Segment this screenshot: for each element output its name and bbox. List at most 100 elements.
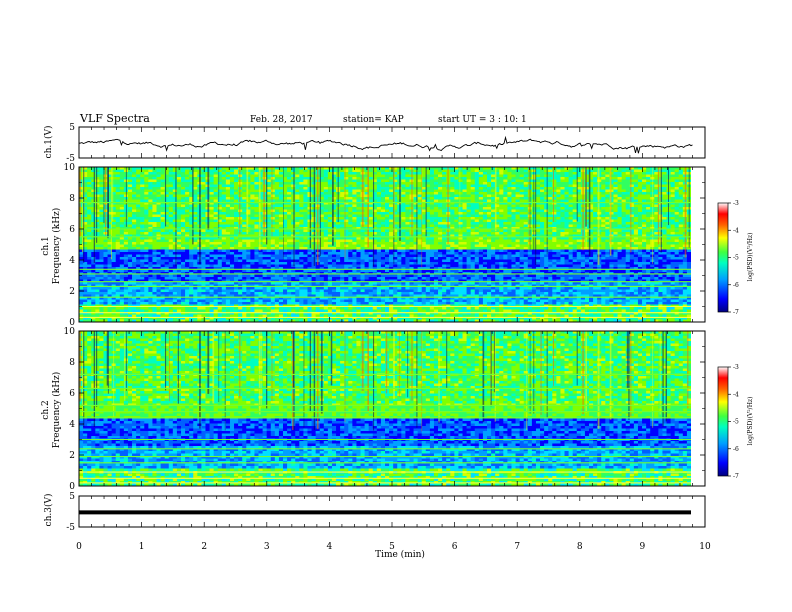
spectrogram-cell <box>487 209 492 213</box>
spectrogram-cell <box>144 209 149 213</box>
spectrogram-cell <box>393 197 398 200</box>
spectrogram-cell <box>79 244 84 248</box>
spectrogram-cell <box>458 174 463 178</box>
spectrogram-cell <box>278 204 284 208</box>
spectrogram-cell <box>466 217 472 220</box>
spectrogram-cell <box>209 222 215 225</box>
spectrogram-cell <box>637 229 643 233</box>
spectrogram-cell <box>368 194 374 198</box>
spectrogram-cell <box>544 202 549 205</box>
spectrogram-cell <box>470 184 476 188</box>
spectrogram-cell <box>258 214 263 218</box>
spectrogram-cell <box>91 219 96 223</box>
spectrogram-cell <box>491 177 496 180</box>
spectrogram-cell <box>438 214 443 218</box>
spectrogram-cell <box>119 242 125 245</box>
spectrogram-cell <box>593 232 598 235</box>
spectrogram-cell <box>523 219 529 223</box>
spectrogram-cell <box>352 212 357 215</box>
spectrogram-cell <box>450 217 455 220</box>
spectrogram-cell <box>352 234 357 238</box>
spectrogram-cell <box>234 209 239 213</box>
spectrogram-cell <box>401 189 406 193</box>
spectrogram-cell <box>278 207 284 210</box>
spectrogram-cell <box>637 179 643 183</box>
spectrogram-cell <box>352 177 357 180</box>
spectrogram-cell <box>552 237 557 240</box>
spectrogram-cell <box>360 242 365 245</box>
spectrogram-cell <box>609 174 614 178</box>
spectrogram-cell <box>552 244 557 248</box>
spectrogram-cell <box>613 184 618 188</box>
spectrogram-cell <box>385 222 390 225</box>
spectrogram-cell <box>385 184 390 188</box>
spectrogram-cell <box>295 214 300 218</box>
spectrogram-cell <box>148 219 153 223</box>
spectrogram-cell <box>564 222 569 225</box>
spectrogram-cell <box>433 202 439 205</box>
spectrogram-cell <box>433 172 439 175</box>
spectrogram-cell <box>385 209 390 213</box>
spectrogram-cell <box>425 219 431 223</box>
spectrogram-cell <box>254 234 259 238</box>
spectrogram-cell <box>303 192 308 195</box>
spectrogram-cell <box>544 199 549 203</box>
spectrogram-cell <box>413 219 419 223</box>
spectrogram-cell <box>221 237 227 240</box>
spectrogram-cell <box>421 232 427 235</box>
spectrogram-cell <box>201 204 206 208</box>
spectrogram-cell <box>242 169 247 173</box>
spectrogram-cell <box>193 194 198 198</box>
spectrogram-cell <box>466 202 472 205</box>
spectrogram-cell <box>340 242 345 245</box>
spectrogram-cell <box>405 189 410 193</box>
spectrogram-cell <box>654 222 659 225</box>
spectrogram-cell <box>278 237 284 240</box>
spectrogram-cell <box>148 169 153 173</box>
spectrogram-cell <box>433 222 439 225</box>
spectrogram-cell <box>584 224 590 228</box>
spectrogram-cell <box>405 167 410 170</box>
spectrogram-cell <box>462 177 467 180</box>
spectrogram-cell <box>79 237 84 240</box>
spectrogram-cell <box>319 182 325 185</box>
spectrogram-cell <box>605 214 610 218</box>
spectrogram-cell <box>429 169 435 173</box>
spectrogram-cell <box>319 192 325 195</box>
spectrogram-cell <box>278 179 284 183</box>
spectrogram-cell <box>593 209 598 213</box>
spectrogram-cell <box>274 187 280 190</box>
spectrogram-cell <box>491 167 496 170</box>
spectrogram-cell <box>535 169 541 173</box>
spectrogram-cell <box>344 192 349 195</box>
spectrogram-cell <box>519 237 525 240</box>
spectrogram-cell <box>168 219 174 223</box>
spectrogram-cell <box>589 234 594 238</box>
spectrogram-cell <box>168 229 174 233</box>
spectrogram-cell <box>274 239 280 243</box>
spectrogram-cell <box>601 169 606 173</box>
spectrogram-cell <box>601 197 606 200</box>
spectrogram-cell <box>327 244 333 248</box>
spectrogram-cell <box>140 217 145 220</box>
spectrogram-cell <box>438 182 443 185</box>
spectrogram-cell <box>83 242 88 245</box>
spectrogram-cell <box>617 212 623 215</box>
spectrogram-cell <box>99 199 104 203</box>
spectrogram-cell <box>189 199 194 203</box>
spectrogram-cell <box>633 199 639 203</box>
spectrogram-cell <box>278 239 284 243</box>
spectrogram-cell <box>246 187 251 190</box>
spectrogram-cell <box>487 224 492 228</box>
spectrogram-cell <box>385 207 390 210</box>
spectrogram-cell <box>560 197 565 200</box>
spectrogram-cell <box>372 207 378 210</box>
spectrogram-cell <box>376 174 382 178</box>
spectrogram-cell <box>331 177 337 180</box>
spectrogram-cell <box>376 207 382 210</box>
spectrogram-cell <box>111 189 117 193</box>
spectrogram-cell <box>246 189 251 193</box>
spectrogram-cell <box>340 192 345 195</box>
spectrogram-cell <box>491 187 496 190</box>
spectrogram-cell <box>136 172 141 175</box>
